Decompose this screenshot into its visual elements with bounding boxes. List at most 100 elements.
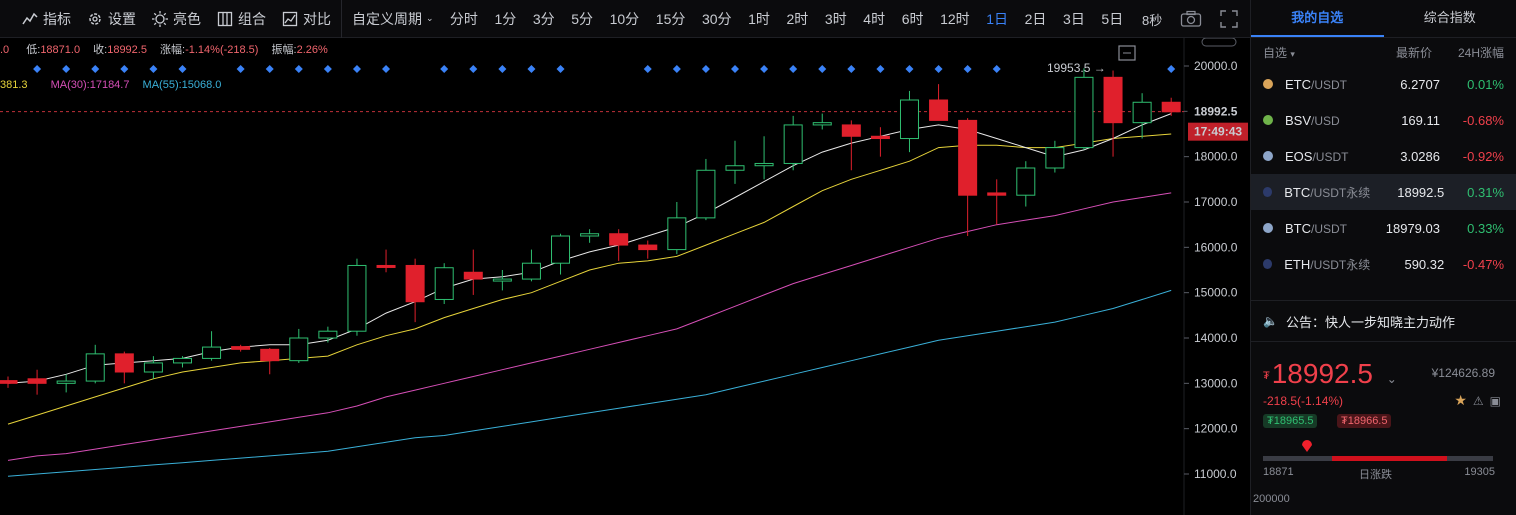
period-3[interactable]: 5分 <box>571 10 594 27</box>
candle-up <box>1045 147 1065 169</box>
pair-price: 3.0286 <box>1400 148 1440 164</box>
bid-price-badge: ₮18965.5 <box>1263 414 1318 428</box>
star-icon[interactable]: ★ <box>1454 392 1467 408</box>
custom-period-button[interactable]: 自定义周期 ⌄ <box>344 0 442 38</box>
period-16[interactable]: 5日 <box>1101 10 1124 27</box>
period-13[interactable]: 1日 <box>986 10 1009 27</box>
watchlist-row[interactable]: EOS/USDT 3.0286 -0.92% <box>1251 138 1516 174</box>
period-10[interactable]: 4时 <box>863 10 886 27</box>
signal-diamond-icon <box>701 65 710 73</box>
period-9[interactable]: 3时 <box>824 10 847 27</box>
coin-icon <box>1263 259 1273 269</box>
candle-up <box>85 353 105 382</box>
candle-up <box>143 362 163 373</box>
watchlist-row[interactable]: BTC/USDT 18979.03 0.33% <box>1251 210 1516 246</box>
watchlist-row[interactable]: ETH/USDT永续 590.32 -0.47% <box>1251 246 1516 282</box>
period-0[interactable]: 分时 <box>449 10 478 27</box>
price-column-header[interactable]: 最新价 <box>1395 45 1432 60</box>
panel-tabs: 我的自选 综合指数 <box>1251 0 1516 38</box>
layout-button[interactable]: 组合 <box>209 0 274 38</box>
watchlist-row[interactable]: BSV/USD 169.11 -0.68% <box>1251 102 1516 138</box>
candle-up <box>1132 101 1152 124</box>
period-6[interactable]: 30分 <box>701 10 732 27</box>
period-11[interactable]: 6时 <box>901 10 924 27</box>
signal-diamond-icon <box>294 65 303 73</box>
pair-change: 0.01% <box>1467 76 1504 92</box>
tab-index[interactable]: 综合指数 <box>1423 10 1476 25</box>
ma30-legend: MA(30):17184.7 <box>50 79 130 91</box>
daily-range-fill <box>1332 456 1447 461</box>
low-label: 低: <box>26 44 41 56</box>
period-5[interactable]: 15分 <box>655 10 686 27</box>
signal-diamond-icon <box>963 65 972 73</box>
screenshot-button[interactable] <box>1180 0 1202 38</box>
candle-down <box>27 378 47 384</box>
watchlist: ETC/USDT 6.2707 0.01% BSV/USD 169.11 -0.68% EO… <box>1251 66 1516 282</box>
signal-diamond-icon <box>323 65 332 73</box>
change-column-header[interactable]: 24H涨幅 <box>1457 45 1504 60</box>
bell-icon[interactable]: ⚠ <box>1472 393 1484 408</box>
signal-diamond-icon <box>236 65 245 73</box>
candle-up <box>667 217 687 251</box>
fullscreen-button[interactable] <box>1220 0 1238 38</box>
price-chart[interactable]: 20000.019000.018000.017000.016000.015000… <box>0 38 1250 515</box>
pair-quote: /USD <box>1311 113 1340 128</box>
ohlc-info-line: .0 低:18871.0 收:18992.5 涨幅:-1.14%(-218.5)… <box>0 41 338 59</box>
cny-price: ¥124626.89 <box>1431 366 1495 380</box>
period-15[interactable]: 3日 <box>1063 10 1085 27</box>
period-7[interactable]: 1时 <box>748 10 770 27</box>
watchlist-filter[interactable]: 自选 ▾ <box>1263 44 1372 61</box>
sun-icon <box>152 10 168 27</box>
watchlist-row[interactable]: ETC/USDT 6.2707 0.01% <box>1251 66 1516 102</box>
period-2[interactable]: 3分 <box>532 10 555 27</box>
candle-up <box>1016 167 1036 196</box>
chevron-down-icon[interactable]: ⌄ <box>1386 372 1397 386</box>
coin-icon <box>1263 187 1273 197</box>
range-marker-icon <box>1302 440 1312 452</box>
tab-watchlist[interactable]: 我的自选 <box>1251 0 1384 37</box>
period-1[interactable]: 1分 <box>494 10 517 27</box>
amplitude-value: 2.26% <box>296 44 328 56</box>
share-icon[interactable]: ▣ <box>1489 393 1501 408</box>
gear-icon <box>89 12 101 25</box>
signal-diamond-icon <box>33 65 42 73</box>
signal-diamond-icon <box>818 65 827 73</box>
pair-change: 0.33% <box>1467 220 1504 236</box>
candle-up <box>725 165 745 171</box>
pair-base: ETH <box>1284 256 1311 272</box>
ma-short-legend: 381.3 <box>0 79 28 91</box>
period-4[interactable]: 10分 <box>609 10 640 27</box>
candle-up <box>172 357 192 364</box>
candle-down <box>1103 76 1123 124</box>
y-tick-label: 16000.0 <box>1194 240 1238 254</box>
pair-base: BSV <box>1285 112 1312 128</box>
ma30-line <box>7 192 1172 461</box>
signal-diamond-icon <box>643 65 652 73</box>
y-tick-label: 18000.0 <box>1194 150 1238 164</box>
refresh-label: 8秒 <box>1142 12 1163 28</box>
refresh-interval[interactable]: 8秒 <box>1142 0 1162 38</box>
announcement-bar[interactable]: 🔈 公告：快人一步知晓主力动作 <box>1251 300 1516 342</box>
pair-change: -0.68% <box>1462 112 1504 128</box>
candle-up <box>551 235 571 264</box>
compare-button[interactable]: 对比 <box>274 0 339 38</box>
camera-icon <box>1180 10 1202 27</box>
low-value: 18871.0 <box>40 44 81 56</box>
watchlist-filter-label: 自选 <box>1263 45 1288 60</box>
price-change: -218.5(-1.14%) <box>1263 394 1344 408</box>
period-14[interactable]: 2日 <box>1024 10 1047 27</box>
last-price: ₮18992.5 ⌄ <box>1263 358 1397 390</box>
current-price-label: 18992.5 <box>1194 105 1238 119</box>
watchlist-row[interactable]: BTC/USDT永续 18992.5 0.31% <box>1251 174 1516 210</box>
period-8[interactable]: 2时 <box>786 10 809 27</box>
pair-name: BTC/USDT <box>1285 221 1360 236</box>
candle-up <box>347 264 367 332</box>
settings-button[interactable]: 设置 <box>79 0 144 38</box>
chevron-down-icon: ⌄ <box>426 13 434 23</box>
candle-up <box>899 99 919 140</box>
pair-price: 18992.5 <box>1397 184 1445 200</box>
period-12[interactable]: 12时 <box>940 10 970 27</box>
light-theme-button[interactable]: 亮色 <box>144 0 209 38</box>
coin-icon <box>1263 115 1273 125</box>
indicator-button[interactable]: 指标 <box>0 0 79 38</box>
